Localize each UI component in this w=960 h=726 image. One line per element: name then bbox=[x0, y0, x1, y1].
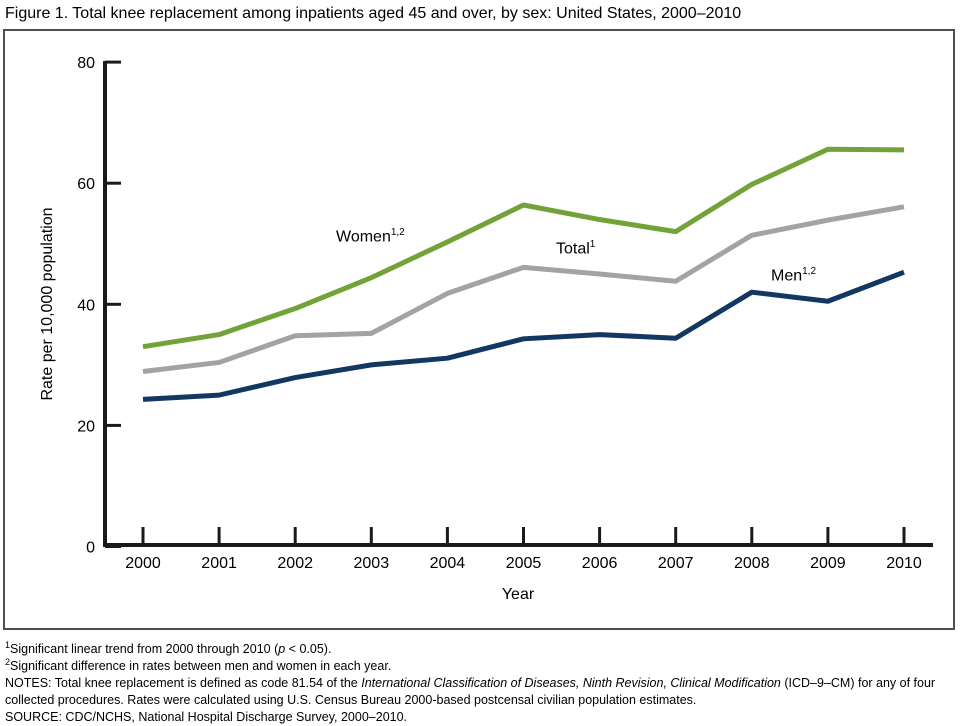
x-tick-label: 2006 bbox=[582, 555, 618, 572]
series-label-women: Women1,2 bbox=[336, 227, 405, 246]
footnote-line: 1Significant linear trend from 2000 thro… bbox=[5, 639, 332, 656]
series-label-men: Men1,2 bbox=[771, 266, 816, 285]
footnotes: 1Significant linear trend from 2000 thro… bbox=[5, 639, 953, 726]
series-label-total-footnote-refs: 1 bbox=[589, 239, 596, 250]
x-tick-label: 2001 bbox=[201, 555, 237, 572]
series-label-men-footnote-refs: 1,2 bbox=[802, 266, 817, 277]
series-label-total: Total1 bbox=[556, 239, 595, 258]
footnote-line: 2Significant difference in rates between… bbox=[5, 656, 392, 673]
series-line-women bbox=[142, 146, 905, 350]
x-axis-title: Year bbox=[501, 586, 535, 603]
y-tick-label: 0 bbox=[86, 540, 95, 557]
line-chart: 0 20 40 60 80 2000 2001 2002 2003 2004 2005 2006 200… bbox=[3, 29, 955, 630]
x-tick-label: 2009 bbox=[810, 555, 846, 572]
footnote-line: SOURCE: CDC/NCHS, National Hospital Disc… bbox=[5, 710, 408, 724]
footnote-line: NOTES: Total knee replacement is defined… bbox=[5, 676, 936, 707]
series-label-women-text: Women bbox=[336, 228, 391, 246]
x-tick-label: 2005 bbox=[506, 555, 542, 572]
x-tick-label: 2010 bbox=[886, 555, 922, 572]
chart-border bbox=[3, 29, 955, 630]
x-tick-label: 2004 bbox=[430, 555, 466, 572]
y-tick-label: 80 bbox=[77, 55, 95, 72]
x-tick-label: 2007 bbox=[658, 555, 694, 572]
y-axis-title: Rate per 10,000 population bbox=[39, 207, 56, 401]
y-tick-label: 40 bbox=[77, 297, 95, 314]
y-tick-label: 20 bbox=[77, 418, 95, 435]
x-tick-label: 2008 bbox=[734, 555, 770, 572]
series-label-women-footnote-refs: 1,2 bbox=[390, 227, 405, 238]
x-tick-label: 2003 bbox=[354, 555, 390, 572]
series-label-men-text: Men bbox=[771, 267, 803, 285]
series-label-total-text: Total bbox=[556, 240, 590, 258]
figure-title: Figure 1. Total knee replacement among i… bbox=[5, 5, 742, 22]
series-line-total bbox=[142, 204, 905, 374]
x-tick-label: 2002 bbox=[277, 555, 313, 572]
x-tick-label: 2000 bbox=[125, 555, 161, 572]
series-line-men bbox=[142, 269, 905, 402]
y-tick-label: 60 bbox=[77, 176, 95, 193]
